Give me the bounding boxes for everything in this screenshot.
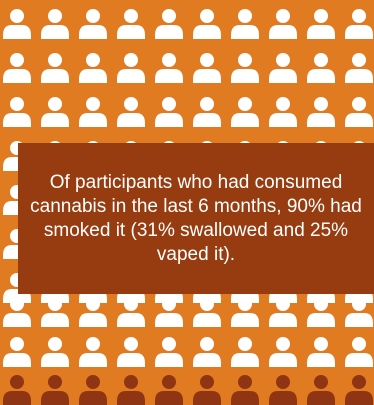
- person-icon: [269, 9, 297, 39]
- person-icon: [155, 297, 183, 327]
- person-icon: [155, 337, 183, 367]
- person-icon: [79, 297, 107, 327]
- person-icon-highlighted: [231, 375, 259, 405]
- person-icon-highlighted: [193, 375, 221, 405]
- person-icon: [41, 337, 69, 367]
- person-icon: [3, 297, 31, 327]
- person-icon: [231, 337, 259, 367]
- person-icon: [307, 9, 335, 39]
- person-icon: [231, 97, 259, 127]
- person-icon: [3, 53, 31, 83]
- person-icon: [269, 337, 297, 367]
- person-icon: [269, 97, 297, 127]
- caption-box: Of participants who had consumed cannabi…: [18, 143, 374, 294]
- person-icon: [307, 297, 335, 327]
- person-icon-highlighted: [155, 375, 183, 405]
- person-icon: [231, 297, 259, 327]
- person-icon: [193, 53, 221, 83]
- person-icon: [345, 337, 373, 367]
- person-icon: [345, 297, 373, 327]
- person-icon: [345, 53, 373, 83]
- person-icon-highlighted: [345, 375, 373, 405]
- person-icon-highlighted: [41, 375, 69, 405]
- person-icon: [117, 337, 145, 367]
- person-icon: [3, 9, 31, 39]
- person-icon-highlighted: [117, 375, 145, 405]
- person-icon: [117, 97, 145, 127]
- person-icon: [231, 9, 259, 39]
- person-icon: [3, 97, 31, 127]
- person-icon: [155, 9, 183, 39]
- person-icon-highlighted: [269, 375, 297, 405]
- person-icon: [41, 9, 69, 39]
- person-icon: [41, 53, 69, 83]
- person-icon: [307, 337, 335, 367]
- person-icon: [79, 53, 107, 83]
- person-icon: [345, 97, 373, 127]
- person-icon: [193, 337, 221, 367]
- person-icon: [155, 97, 183, 127]
- person-icon: [193, 297, 221, 327]
- person-icon: [117, 53, 145, 83]
- person-icon: [193, 9, 221, 39]
- person-icon-highlighted: [79, 375, 107, 405]
- person-icon: [79, 9, 107, 39]
- person-icon: [193, 97, 221, 127]
- person-icon: [3, 337, 31, 367]
- caption-text: Of participants who had consumed cannabi…: [30, 171, 362, 265]
- person-icon: [117, 297, 145, 327]
- person-icon: [155, 53, 183, 83]
- person-icon: [231, 53, 259, 83]
- person-icon: [41, 97, 69, 127]
- person-icon: [307, 53, 335, 83]
- person-icon: [79, 97, 107, 127]
- person-icon-highlighted: [307, 375, 335, 405]
- person-icon: [117, 9, 145, 39]
- person-icon: [269, 53, 297, 83]
- person-icon: [307, 97, 335, 127]
- person-icon-highlighted: [3, 375, 31, 405]
- person-icon: [345, 9, 373, 39]
- person-icon: [79, 337, 107, 367]
- person-icon: [269, 297, 297, 327]
- person-icon: [41, 297, 69, 327]
